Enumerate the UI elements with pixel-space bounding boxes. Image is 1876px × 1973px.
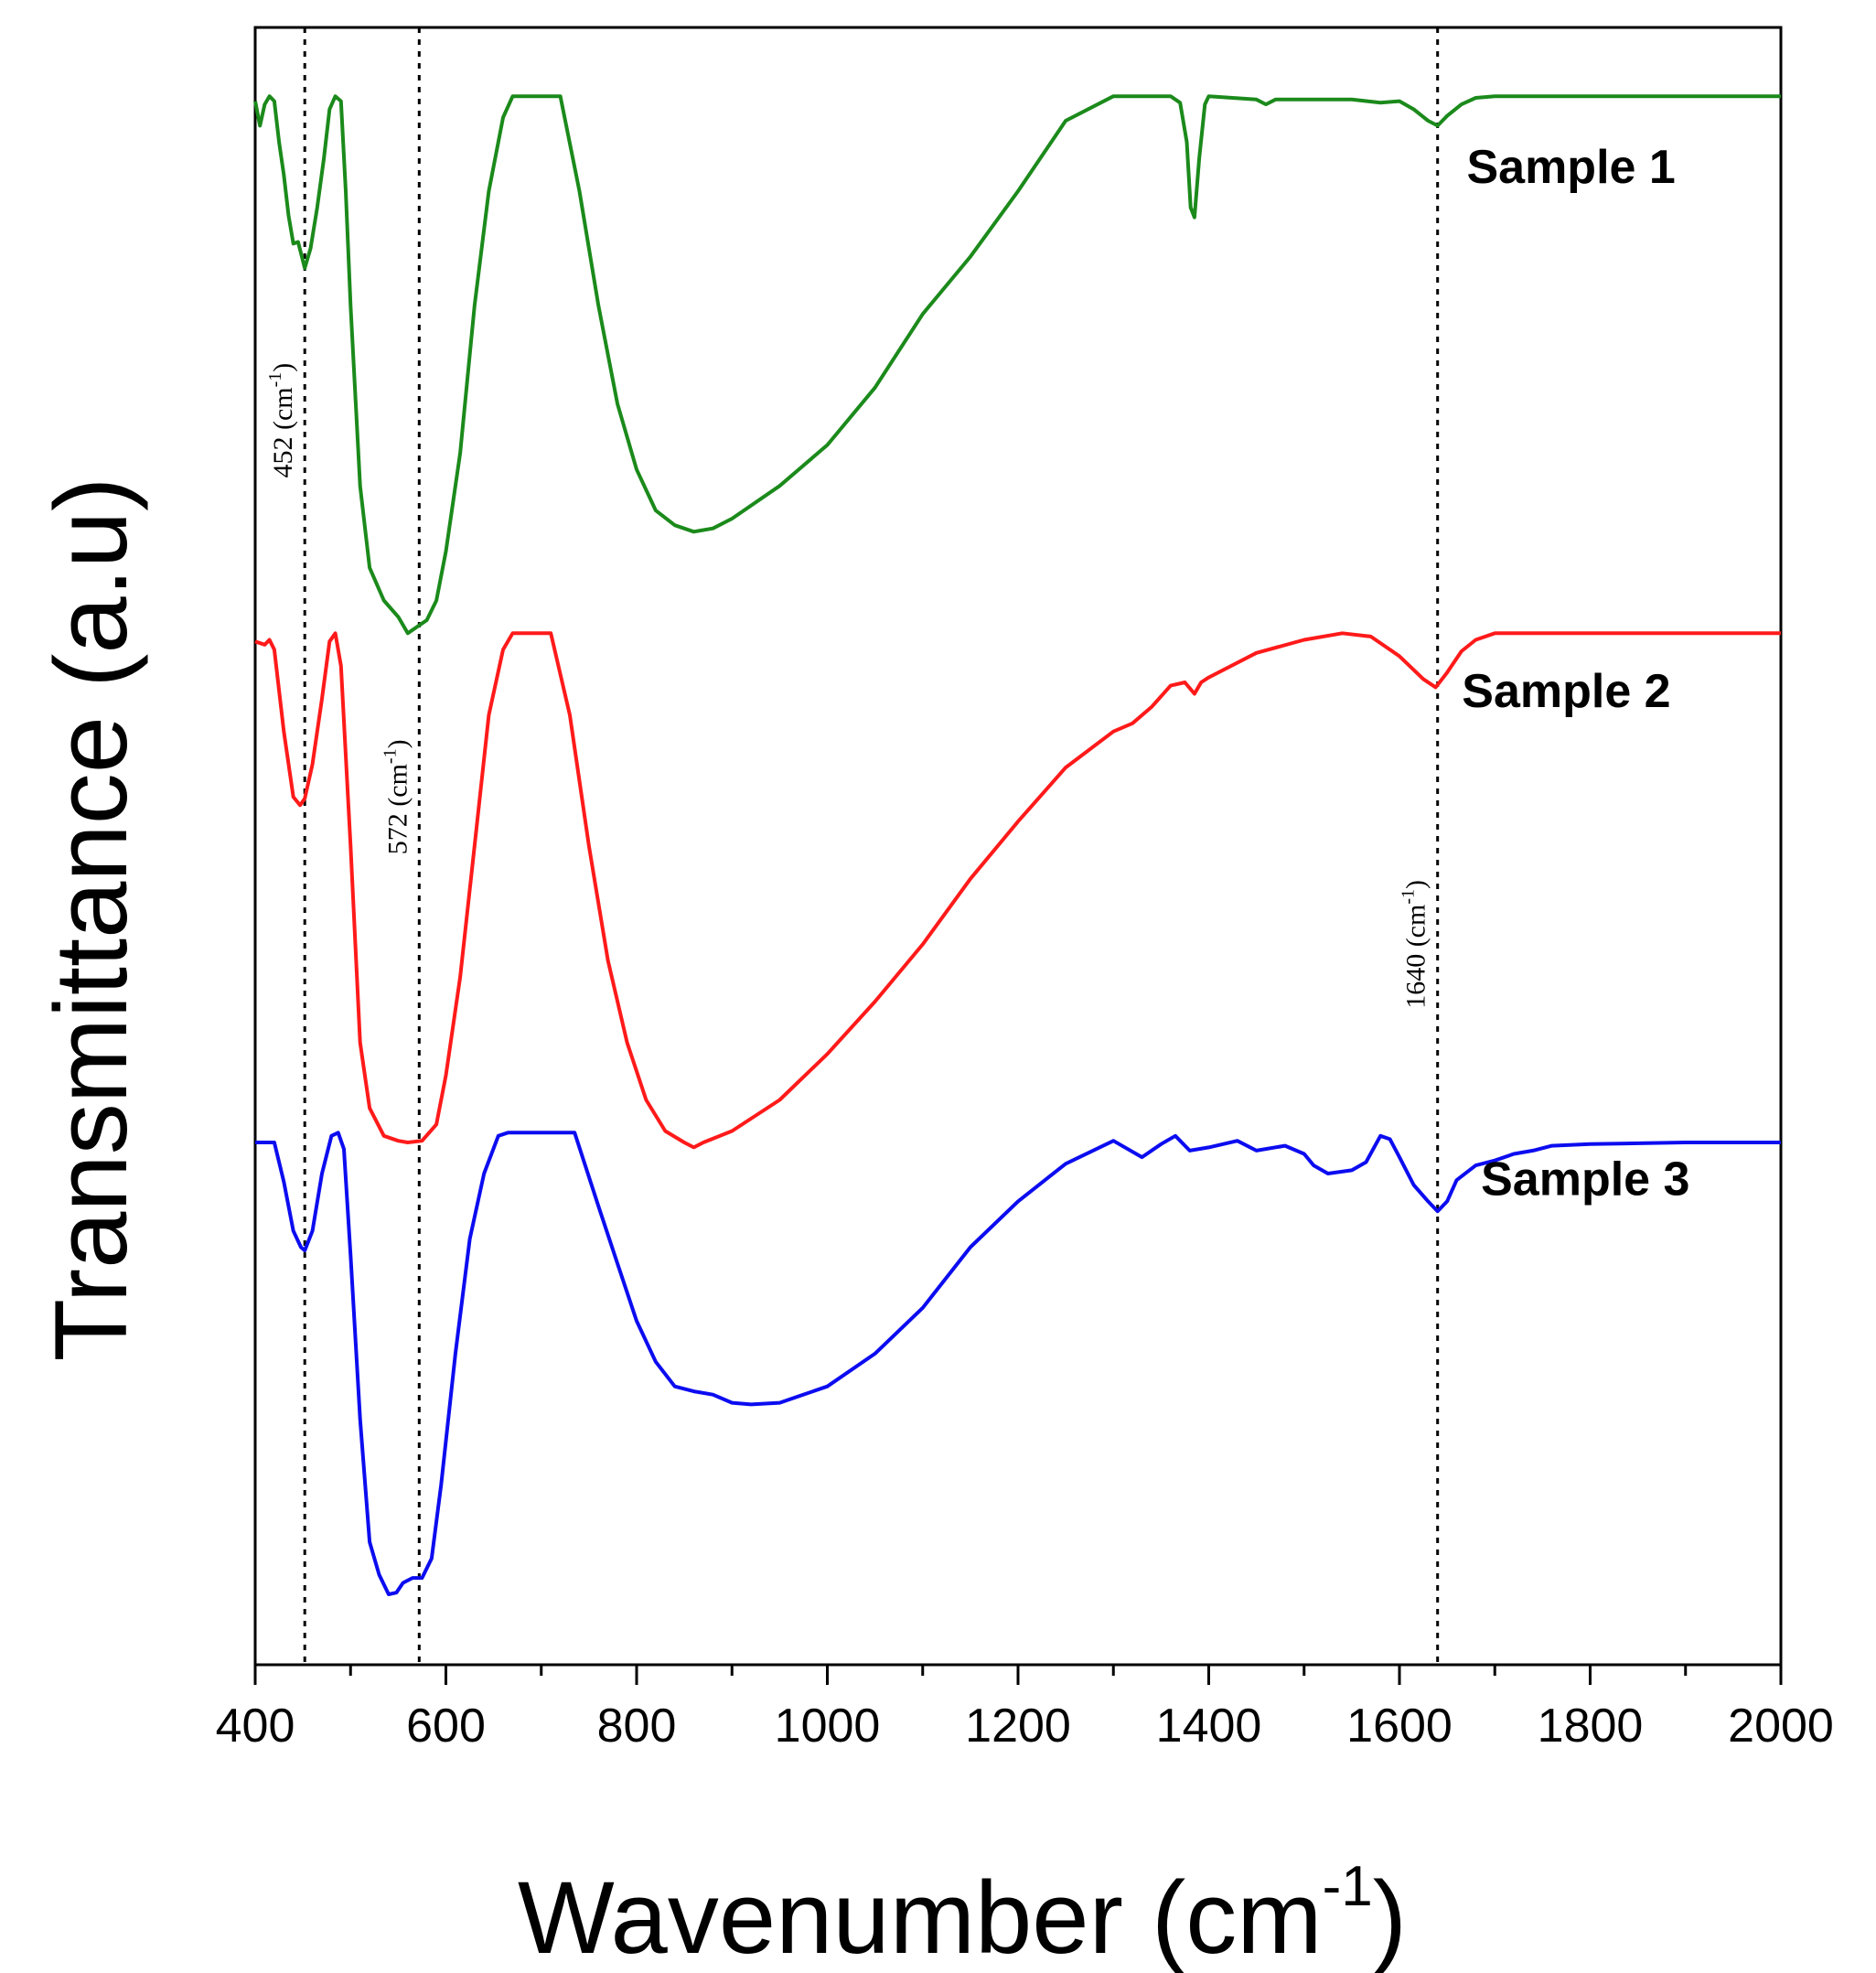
- annotation-label-main: 1640 (cm: [1401, 905, 1431, 1009]
- x-axis-title-sup: -1: [1323, 1855, 1373, 1918]
- x-tick-label-1600: 1600: [1346, 1700, 1453, 1753]
- x-tick-label-800: 800: [597, 1700, 677, 1753]
- annotation-label-452: 452 (cm-1): [265, 363, 298, 478]
- series-labels: Sample 1 Sample 2 Sample 3: [1462, 141, 1689, 1206]
- annotation-label-1640: 1640 (cm-1): [1399, 880, 1431, 1009]
- x-tick-label-400: 400: [216, 1700, 295, 1753]
- plot-frame: [253, 26, 1783, 1667]
- annotation-labels: 452 (cm-1)572 (cm-1)1640 (cm-1): [265, 363, 1431, 1009]
- annotation-label-sup: -1: [1399, 889, 1419, 905]
- annotation-label-close: ): [1401, 880, 1431, 889]
- x-tick-label-600: 600: [406, 1700, 486, 1753]
- annotation-label-close: ): [382, 739, 413, 748]
- series-label-1: Sample 1: [1466, 141, 1675, 194]
- x-ticks: 400 600 800 1000 1200 1400 1600 1800 2000: [216, 1665, 1834, 1753]
- series-line-2: [254, 631, 1781, 1150]
- x-tick-label-1800: 1800: [1538, 1700, 1644, 1753]
- x-tick-label-1200: 1200: [965, 1700, 1071, 1753]
- x-axis-title-main: Wavenumber (cm: [518, 1860, 1323, 1973]
- annotation-label-main: 452 (cm: [268, 387, 298, 477]
- annotation-label-572: 572 (cm-1): [380, 739, 413, 854]
- x-axis-title: Wavenumber (cm-1): [518, 1855, 1407, 1973]
- series-label-2: Sample 2: [1462, 665, 1670, 718]
- x-tick-label-1400: 1400: [1156, 1700, 1262, 1753]
- x-tick-label-1000: 1000: [775, 1700, 881, 1753]
- annotation-label-close: ): [268, 363, 298, 372]
- y-axis-title: Transmittance (a.u): [34, 477, 148, 1362]
- series-group: [253, 94, 1781, 1596]
- series-label-3: Sample 3: [1481, 1153, 1689, 1206]
- x-axis-title-close: ): [1373, 1860, 1407, 1973]
- series-line-1: [253, 94, 1781, 636]
- x-tick-label-2000: 2000: [1728, 1700, 1834, 1753]
- series-line-3: [255, 1131, 1781, 1596]
- annotation-label-main: 572 (cm: [382, 764, 413, 854]
- annotation-label-sup: -1: [380, 748, 400, 764]
- annotation-label-sup: -1: [265, 372, 285, 388]
